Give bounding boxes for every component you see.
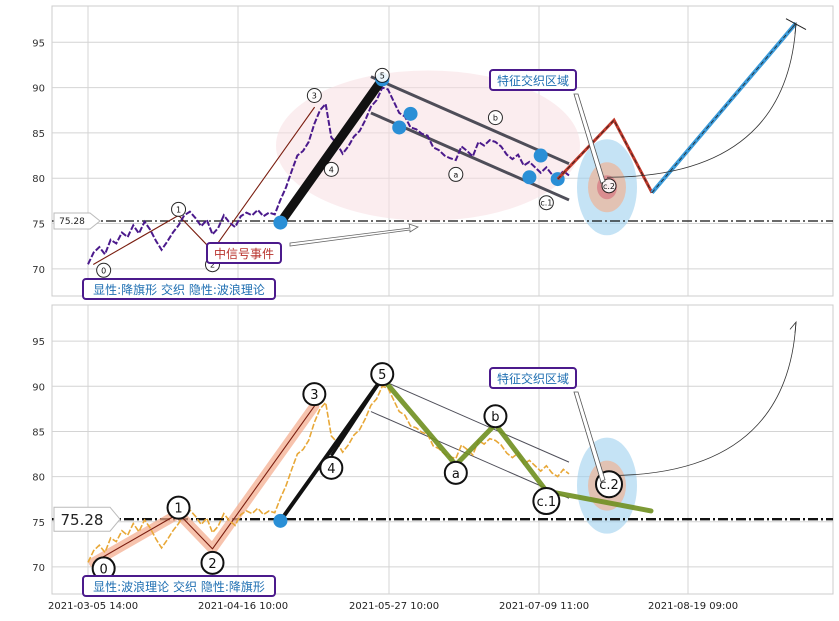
impulse-wave-line xyxy=(93,106,315,265)
wave-label-circle xyxy=(538,195,554,211)
wave-label-circle xyxy=(370,362,395,387)
projection-arc xyxy=(606,23,797,178)
wave-label-circle xyxy=(374,67,390,83)
flag-channel-line xyxy=(370,411,570,499)
wave-label-text: 4 xyxy=(329,165,334,174)
wave-label-text: a xyxy=(453,170,458,179)
projection-arrowhead xyxy=(789,21,797,35)
wave-label-circle xyxy=(443,460,468,485)
x-tick-label: 2021-07-09 11:00 xyxy=(499,601,589,612)
y-tick-label: 90 xyxy=(32,382,45,393)
x-axis: 2021-03-05 14:00 2021-04-16 10:00 2021-05-… xyxy=(48,601,738,612)
y-tick-label: 80 xyxy=(32,473,45,484)
region-label-box xyxy=(489,69,577,91)
wave-label-text: 1 xyxy=(174,502,182,517)
y-tick-label: 70 xyxy=(32,563,45,574)
breakout-leg xyxy=(275,74,387,228)
wave-label-circle xyxy=(302,382,327,407)
wave-label-text: 2 xyxy=(208,557,216,572)
region-label-text: 特征交织区域 xyxy=(497,371,569,386)
x-tick-label: 2021-04-16 10:00 xyxy=(198,601,288,612)
level-tag-box xyxy=(53,212,101,230)
bottom-chart-panel: 70 75 80 85 90 95 0 1 2 3 4 5 a b c.1 c.2 75.28 特征交织区域显性:… xyxy=(32,304,834,597)
wave-label-circle xyxy=(532,487,561,516)
wave-label-text: 1 xyxy=(176,205,181,214)
region-pointer-arrow xyxy=(573,93,606,184)
y-tick-label: 95 xyxy=(32,337,45,348)
region-pointer-arrow xyxy=(573,391,606,483)
signal-event-arrow xyxy=(289,223,419,247)
wave-label-text: 5 xyxy=(380,71,385,80)
wave-label-circle xyxy=(200,550,225,575)
blue-marker xyxy=(273,513,288,528)
blue-marker xyxy=(533,148,548,163)
wave-label-circle xyxy=(601,178,617,194)
y-tick-label: 90 xyxy=(32,84,45,95)
flag-channel-line xyxy=(370,75,570,166)
wave-label-circle xyxy=(306,88,322,103)
wave-label-text: 0 xyxy=(100,562,108,577)
projection-blue-dash xyxy=(651,22,797,193)
flag-channel-line xyxy=(370,374,570,463)
wave-4-5-leg xyxy=(330,377,384,457)
blue-marker xyxy=(522,170,537,185)
pattern-caption-box xyxy=(82,278,276,300)
pattern-caption-box xyxy=(82,575,276,597)
price-series-line xyxy=(87,86,570,265)
region-label-text: 特征交织区域 xyxy=(497,73,569,88)
x-tick-label: 2021-03-05 14:00 xyxy=(48,601,138,612)
x-tick-label: 2021-08-19 09:00 xyxy=(648,601,738,612)
interweave-ellipse xyxy=(276,70,580,221)
signal-event-text: 中信号事件 xyxy=(214,246,274,261)
wave-label-text: c.1 xyxy=(537,495,557,510)
wave-label-text: c.2 xyxy=(599,478,619,493)
projection-arc xyxy=(606,322,797,477)
y-tick-label: 75 xyxy=(32,518,45,529)
projection-red-dash xyxy=(557,119,653,193)
wave-label-text: 3 xyxy=(310,388,318,403)
wave-label-text: 4 xyxy=(327,462,335,477)
wave-label-text: 2 xyxy=(210,261,215,270)
y-tick-label: 85 xyxy=(32,129,45,140)
wave-label-circle xyxy=(323,161,339,177)
wave-label-text: a xyxy=(452,467,460,482)
pattern-caption-text: 显性:波浪理论 交织 隐性:降旗形 xyxy=(93,579,265,594)
wave-label-text: b xyxy=(493,114,498,123)
wave-label-text: c.1 xyxy=(540,199,552,208)
price-series-line xyxy=(87,385,570,563)
wave-label-circle xyxy=(483,404,508,429)
wave-label-text: 5 xyxy=(378,368,386,383)
region-label-box xyxy=(489,367,577,389)
level-tag-text: 75.28 xyxy=(59,217,85,227)
wave-label-circle xyxy=(96,262,112,278)
y-tick-label: 80 xyxy=(32,174,45,185)
y-tick-label: 85 xyxy=(32,427,45,438)
wave-label-circle xyxy=(487,110,503,126)
wave-label-circle xyxy=(166,495,191,520)
y-tick-label: 70 xyxy=(32,265,45,276)
projection-arrowhead xyxy=(789,320,797,334)
y-tick-label: 95 xyxy=(32,38,45,49)
level-tag-box xyxy=(53,506,121,532)
x-tick-label: 2021-05-27 10:00 xyxy=(349,601,439,612)
wave-label-text: c.2 xyxy=(603,182,615,191)
wave-label-text: b xyxy=(491,410,499,425)
y-tick-label: 75 xyxy=(32,220,45,231)
top-chart-panel: 70 75 80 85 90 95 0 1 2 3 4 5 a b c.1 c.2 75.28 特征交织区域中信号… xyxy=(32,5,834,300)
pattern-caption-text: 显性:降旗形 交织 隐性:波浪理论 xyxy=(93,282,265,297)
wave-label-circle xyxy=(171,201,187,217)
blue-marker xyxy=(273,215,288,230)
wave-label-circle xyxy=(448,166,464,182)
wave-label-circle xyxy=(319,455,344,480)
impulse-wave-line xyxy=(93,405,315,563)
blue-marker xyxy=(392,120,407,135)
level-tag-text: 75.28 xyxy=(61,511,104,529)
wave-label-text: 0 xyxy=(101,266,106,275)
signal-event-box xyxy=(206,242,282,264)
wave-label-text: 3 xyxy=(312,92,317,101)
blue-marker xyxy=(403,106,418,121)
